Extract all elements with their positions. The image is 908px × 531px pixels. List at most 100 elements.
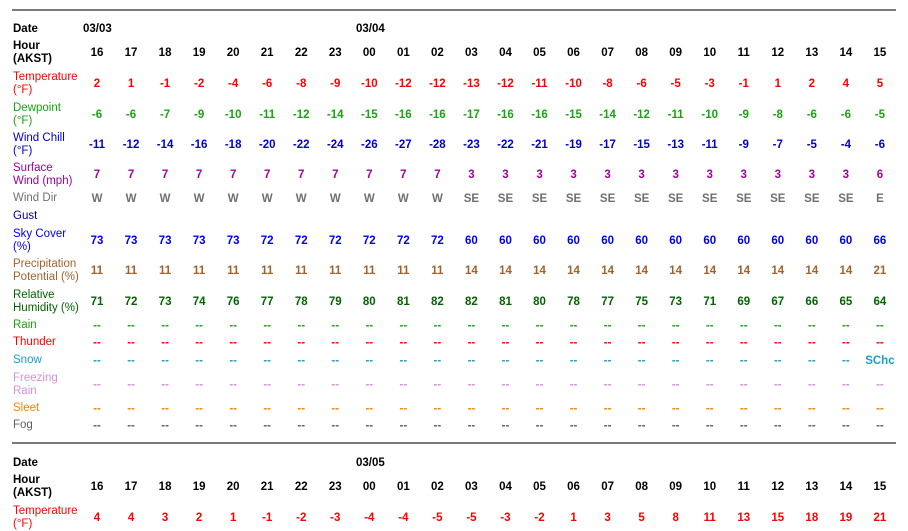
row-cells: -11 -12 -14 -16 -18 -20 -22 -24 -26 -27 -28 -23 -22 -… (80, 132, 900, 158)
cell: 60 (465, 235, 478, 247)
cell: -- (535, 355, 544, 367)
cell: 71 (90, 296, 104, 308)
cell: 14 (839, 481, 853, 493)
cell: 75 (635, 296, 649, 308)
cell: 10 (703, 481, 717, 493)
cell: -15 (361, 109, 378, 121)
cell: -- (93, 355, 101, 367)
cell: -11 (701, 139, 718, 151)
cell: -16 (190, 139, 208, 151)
cell: -- (637, 355, 646, 367)
cell: -6 (840, 109, 851, 121)
relative-humidity-row: Relative Humidity (%) 71 72 73 74 76 77 78 79 80 81… (0, 289, 908, 315)
cell: -- (331, 337, 340, 349)
cell: SE (463, 193, 480, 205)
cell: -- (603, 337, 612, 349)
cell: -7 (772, 139, 783, 151)
cell: -- (671, 420, 680, 432)
cell: -- (399, 320, 408, 332)
cell: -- (229, 403, 237, 415)
cell: -9 (330, 78, 341, 90)
cell: SChc (865, 355, 895, 367)
cell: -9 (193, 109, 205, 121)
cell: 00 (362, 47, 376, 59)
cell: -- (195, 420, 203, 432)
cell: 3 (706, 169, 713, 181)
cell: -5 (466, 512, 477, 524)
cell: 3 (604, 169, 611, 181)
cell: -17 (599, 139, 616, 151)
cell: 72 (362, 235, 376, 247)
cell: -15 (633, 139, 650, 151)
cell: 20 (226, 47, 240, 59)
cell: -- (161, 379, 169, 391)
cell: SE (633, 193, 650, 205)
cell: -28 (429, 139, 446, 151)
cell: 7 (366, 169, 373, 181)
cell: SE (668, 193, 684, 205)
cell: -- (637, 337, 646, 349)
cell: 66 (873, 235, 887, 247)
hour-label-2: Hour (AKST) (13, 474, 52, 499)
cell: -- (671, 403, 680, 415)
cell: 14 (839, 47, 853, 59)
cell: -1 (159, 78, 171, 90)
cell: -- (842, 337, 850, 349)
cell: -- (467, 420, 476, 432)
cell: -16 (395, 109, 412, 121)
row-label: Sleet (13, 402, 40, 414)
cell: -- (739, 379, 748, 391)
cell: -4 (840, 139, 851, 151)
row-cells: -- -- -- -- -- -- -- -- -- -- -- -- -- -- -- -- -- -- -- --… (80, 336, 900, 350)
cell: -24 (326, 139, 344, 151)
cell: -- (569, 337, 578, 349)
cell: -- (773, 320, 782, 332)
cell: 7 (127, 169, 135, 181)
cell: 16 (90, 481, 104, 493)
sleet-row: Sleet -- -- -- -- -- -- -- -- -- -- -- -- -- -- -- -- -- -… (0, 402, 908, 416)
cell: 60 (499, 235, 512, 247)
cell: -6 (91, 109, 103, 121)
cell: 60 (601, 235, 614, 247)
cell: SE (565, 193, 582, 205)
cell: 11 (295, 265, 308, 277)
cell: 02 (430, 481, 444, 493)
cell: 14 (635, 265, 649, 277)
cell: 04 (499, 481, 512, 493)
cell: 73 (192, 235, 206, 247)
cell: -- (229, 379, 237, 391)
row-label: Gust (13, 210, 38, 222)
cell: 08 (635, 481, 649, 493)
cell: -- (263, 379, 272, 391)
date-value-1: 03/03 (83, 23, 112, 35)
sky-cover-row: Sky Cover (%) 73 73 73 73 73 72 72 72 72 72 72 60 60 60… (0, 228, 908, 254)
cell: 5 (638, 512, 645, 524)
cell: -- (93, 320, 101, 332)
cell: -- (127, 355, 135, 367)
row-cells: -- -- -- -- -- -- -- -- -- -- -- -- -- -- -- -- -- -- -- --… (80, 372, 900, 398)
cell: -- (331, 420, 340, 432)
cell: 14 (839, 265, 853, 277)
cell: -12 (633, 109, 650, 121)
cell: 03 (465, 47, 478, 59)
cell: -6 (806, 109, 817, 121)
cell: -14 (599, 109, 616, 121)
date-value-2: 03/04 (356, 23, 385, 35)
cell: 82 (430, 296, 444, 308)
cell: -- (705, 355, 714, 367)
cell: 01 (396, 481, 410, 493)
top-divider (12, 9, 896, 11)
cell: -17 (463, 109, 480, 121)
rain-row: Rain -- -- -- -- -- -- -- -- -- -- -- -- -- -- -- -- -- --… (0, 319, 908, 333)
cell: 1 (127, 78, 135, 90)
cell: 77 (260, 296, 274, 308)
cell: 20 (226, 481, 240, 493)
cell: 18 (805, 512, 819, 524)
cell: 80 (533, 296, 546, 308)
cell: 22 (294, 47, 308, 59)
cell: -6 (262, 78, 273, 90)
cell: 00 (362, 481, 376, 493)
cell: SE (599, 193, 616, 205)
cell: -- (807, 355, 816, 367)
cell: -- (773, 420, 782, 432)
